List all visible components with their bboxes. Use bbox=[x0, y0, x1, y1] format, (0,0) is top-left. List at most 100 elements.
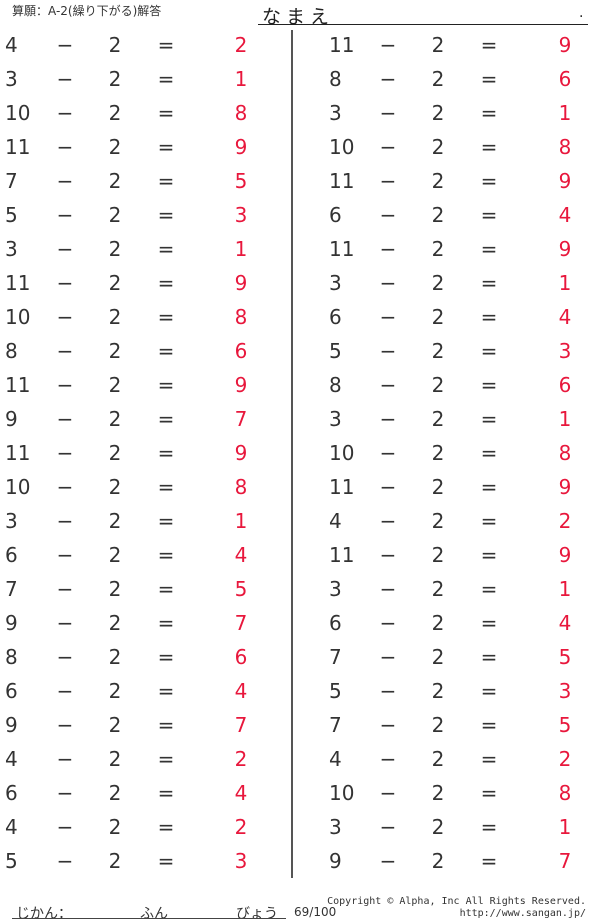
minuend: 9 bbox=[5, 611, 18, 635]
minus-sign: − bbox=[379, 849, 397, 873]
answer: 1 bbox=[558, 101, 572, 125]
equals-sign: = bbox=[480, 373, 498, 397]
minus-sign: − bbox=[379, 441, 397, 465]
minuend: 6 bbox=[5, 543, 18, 567]
answer: 9 bbox=[558, 237, 572, 261]
subtrahend: 2 bbox=[431, 577, 445, 601]
minus-sign: − bbox=[56, 33, 74, 57]
answer: 9 bbox=[234, 135, 248, 159]
minuend: 3 bbox=[5, 67, 18, 91]
minuend: 3 bbox=[5, 237, 18, 261]
time-label: じかん： bbox=[16, 906, 72, 922]
subtrahend: 2 bbox=[431, 203, 445, 227]
minus-sign: − bbox=[379, 271, 397, 295]
subtrahend: 2 bbox=[431, 33, 445, 57]
equals-sign: = bbox=[480, 305, 498, 329]
equals-sign: = bbox=[157, 713, 175, 737]
minuend: 11 bbox=[5, 441, 31, 465]
subtrahend: 2 bbox=[431, 441, 445, 465]
minus-sign: − bbox=[379, 101, 397, 125]
equals-sign: = bbox=[480, 67, 498, 91]
equals-sign: = bbox=[157, 509, 175, 533]
minus-sign: − bbox=[56, 237, 74, 261]
equals-sign: = bbox=[157, 543, 175, 567]
minuend: 3 bbox=[329, 815, 342, 839]
answer: 2 bbox=[234, 747, 248, 771]
answer: 8 bbox=[558, 135, 572, 159]
minus-sign: − bbox=[56, 509, 74, 533]
subtrahend: 2 bbox=[431, 169, 445, 193]
answer: 4 bbox=[558, 611, 572, 635]
minus-sign: − bbox=[56, 781, 74, 805]
minus-sign: − bbox=[56, 203, 74, 227]
subtrahend: 2 bbox=[431, 781, 445, 805]
equals-sign: = bbox=[157, 203, 175, 227]
answer: 1 bbox=[558, 577, 572, 601]
minuend: 11 bbox=[5, 135, 31, 159]
minuend: 3 bbox=[329, 407, 342, 431]
minus-sign: − bbox=[379, 781, 397, 805]
equals-sign: = bbox=[480, 203, 498, 227]
subtrahend: 2 bbox=[108, 305, 122, 329]
answer: 4 bbox=[234, 679, 248, 703]
name-underline bbox=[258, 24, 588, 25]
equals-sign: = bbox=[480, 543, 498, 567]
answer: 9 bbox=[558, 33, 572, 57]
minus-sign: − bbox=[56, 543, 74, 567]
subtrahend: 2 bbox=[431, 611, 445, 635]
minus-sign: − bbox=[56, 747, 74, 771]
answer: 5 bbox=[234, 169, 248, 193]
minuend: 11 bbox=[329, 169, 355, 193]
equals-sign: = bbox=[480, 509, 498, 533]
subtrahend: 2 bbox=[431, 271, 445, 295]
subtrahend: 2 bbox=[108, 169, 122, 193]
subtrahend: 2 bbox=[108, 611, 122, 635]
name-label: なまえ bbox=[262, 6, 335, 28]
minus-sign: − bbox=[56, 713, 74, 737]
minuend: 4 bbox=[5, 815, 18, 839]
minuend: 7 bbox=[5, 169, 18, 193]
subtrahend: 2 bbox=[431, 237, 445, 261]
equals-sign: = bbox=[157, 577, 175, 601]
minus-sign: − bbox=[56, 373, 74, 397]
equals-sign: = bbox=[157, 815, 175, 839]
answer: 1 bbox=[234, 509, 248, 533]
subtrahend: 2 bbox=[431, 747, 445, 771]
subtrahend: 2 bbox=[108, 849, 122, 873]
minuend: 11 bbox=[329, 33, 355, 57]
equals-sign: = bbox=[480, 679, 498, 703]
subtrahend: 2 bbox=[108, 781, 122, 805]
answer: 3 bbox=[558, 339, 572, 363]
answer: 6 bbox=[234, 339, 248, 363]
answer: 5 bbox=[234, 577, 248, 601]
minus-sign: − bbox=[56, 101, 74, 125]
subtrahend: 2 bbox=[431, 407, 445, 431]
minutes-label: ふん bbox=[140, 906, 168, 922]
subtrahend: 2 bbox=[431, 849, 445, 873]
subtrahend: 2 bbox=[108, 645, 122, 669]
minus-sign: − bbox=[379, 577, 397, 601]
minuend: 7 bbox=[329, 713, 342, 737]
subtrahend: 2 bbox=[108, 679, 122, 703]
minus-sign: − bbox=[379, 509, 397, 533]
subtrahend: 2 bbox=[108, 203, 122, 227]
minuend: 11 bbox=[329, 237, 355, 261]
equals-sign: = bbox=[480, 407, 498, 431]
minus-sign: − bbox=[379, 713, 397, 737]
minuend: 10 bbox=[5, 101, 31, 125]
subtrahend: 2 bbox=[108, 67, 122, 91]
minuend: 6 bbox=[5, 781, 18, 805]
minus-sign: − bbox=[379, 611, 397, 635]
time-underline bbox=[12, 918, 286, 919]
equals-sign: = bbox=[157, 679, 175, 703]
equals-sign: = bbox=[480, 101, 498, 125]
minuend: 11 bbox=[5, 373, 31, 397]
subtrahend: 2 bbox=[431, 815, 445, 839]
answer: 7 bbox=[234, 713, 248, 737]
equals-sign: = bbox=[157, 101, 175, 125]
minuend: 4 bbox=[329, 509, 342, 533]
minus-sign: − bbox=[379, 237, 397, 261]
subtrahend: 2 bbox=[108, 543, 122, 567]
minuend: 11 bbox=[329, 475, 355, 499]
equals-sign: = bbox=[157, 849, 175, 873]
